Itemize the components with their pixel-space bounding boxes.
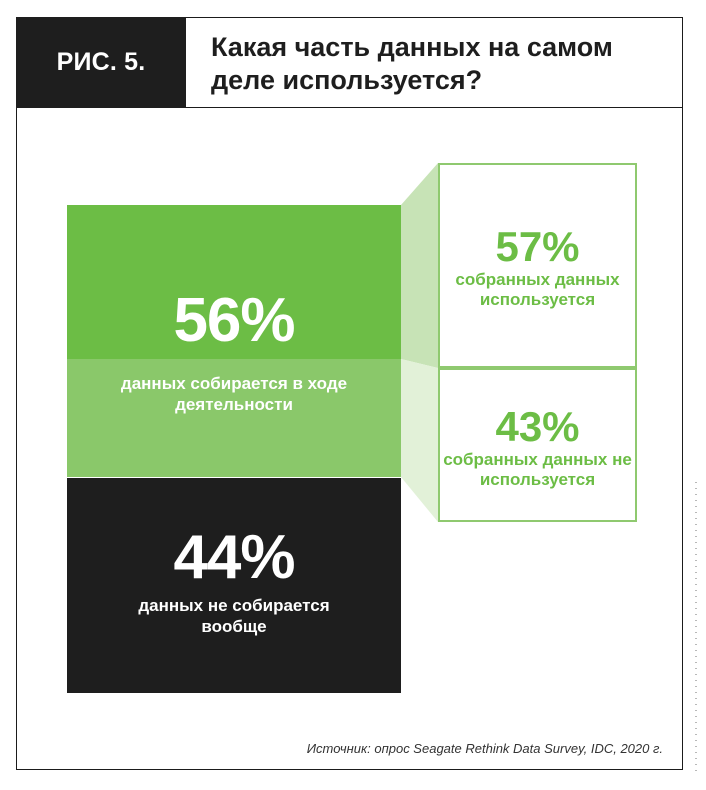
edge-dots-decoration: [695, 482, 697, 772]
used-caption: собранных данных используется: [455, 270, 620, 309]
not-collected-bar: 44% данных не собирается вообще: [67, 478, 401, 693]
title-cell: Какая часть данных на самом деле использ…: [186, 17, 683, 108]
collected-caption: данных собирается в ходе деятельности: [120, 374, 348, 414]
connector-lower: [401, 359, 438, 522]
collected-bar-top: 56%: [67, 205, 401, 359]
collected-percent: 56%: [173, 286, 295, 355]
collected-bar-bottom: данных собирается в ходе деятельности: [67, 359, 401, 477]
unused-share-box: 43% собранных данных не используется: [438, 368, 637, 522]
used-share-box: 57% собранных данных используется: [438, 163, 637, 368]
figure-frame: [16, 17, 683, 770]
connector-wedge: [401, 163, 438, 522]
not-collected-percent: 44%: [173, 523, 295, 592]
connector-upper: [401, 163, 438, 368]
not-collected-caption: данных не собирается вообще: [138, 596, 330, 636]
unused-caption: собранных данных не используется: [443, 450, 632, 489]
source-note: Источник: опрос Seagate Rethink Data Sur…: [306, 741, 663, 756]
used-percent: 57%: [495, 223, 580, 270]
unused-percent: 43%: [495, 403, 580, 450]
figure-label: РИС. 5.: [16, 17, 186, 108]
figure-title: Какая часть данных на самом деле использ…: [211, 32, 613, 95]
